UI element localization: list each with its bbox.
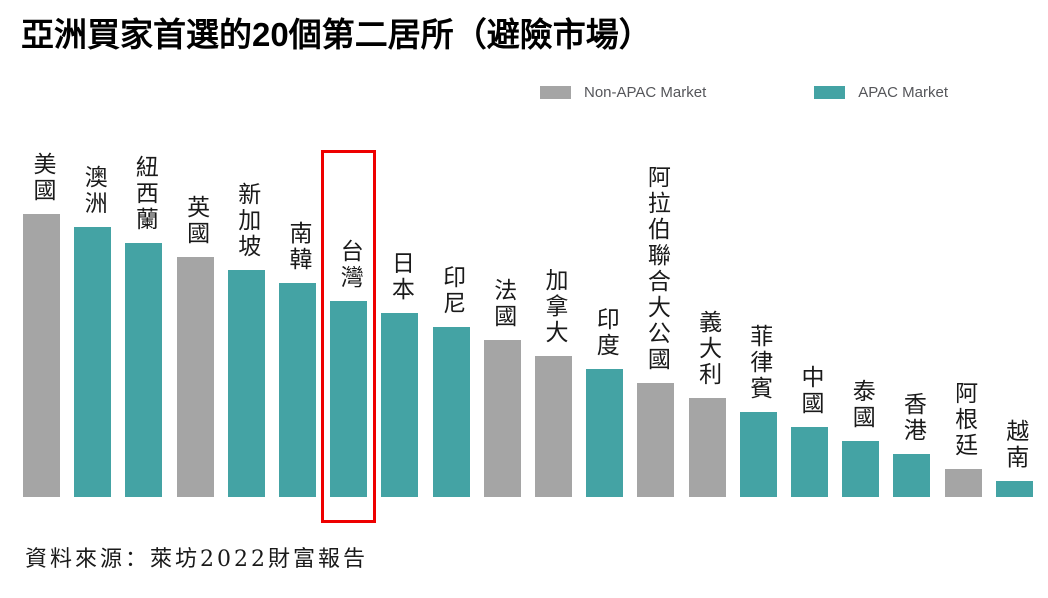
bar-italy	[688, 398, 726, 497]
bar-label-uk: 英國	[182, 195, 209, 247]
bar-label-canada: 加拿大	[541, 268, 567, 346]
bar-argentina	[944, 469, 982, 497]
bar-label-india: 印度	[592, 307, 619, 359]
bar-hong-kong	[893, 454, 931, 497]
legend: Non-APAC Market APAC Market	[540, 84, 948, 101]
bar-philippines	[739, 412, 777, 497]
source-note: 資料來源：萊坊2022財富報告	[25, 547, 368, 572]
legend-label-non-apac: Non-APAC Market	[584, 84, 707, 101]
legend-label-apac: APAC Market	[858, 84, 949, 101]
legend-item-non-apac: Non-APAC Market	[540, 84, 706, 101]
bar-label-hong-kong: 香港	[899, 392, 926, 444]
bar-china	[791, 427, 828, 497]
bar-taiwan	[330, 301, 368, 497]
bar-label-vietnam: 越南	[1001, 419, 1028, 471]
bar-france	[483, 340, 521, 497]
bar-label-singapore: 新加坡	[233, 182, 260, 260]
bar-label-usa: 美國	[29, 152, 55, 204]
bar-label-south-korea: 南韓	[285, 221, 311, 273]
chart-title: 亞洲買家首選的20個第二居所（避險市場）	[21, 16, 652, 53]
bar-label-indonesia: 印尼	[438, 265, 465, 317]
bar-japan	[381, 313, 419, 497]
bar-south-korea	[279, 283, 316, 497]
bar-thailand	[842, 441, 880, 497]
bar-label-france: 法國	[489, 278, 516, 330]
bar-india	[586, 369, 624, 497]
bar-label-china: 中國	[797, 365, 823, 417]
bar-label-philippines: 菲律賓	[745, 324, 772, 402]
bar-uae	[637, 383, 675, 497]
bar-new-zealand	[125, 243, 163, 497]
non-apac-swatch-icon	[540, 86, 571, 99]
bar-label-australia: 澳洲	[80, 165, 107, 217]
bar-label-italy: 義大利	[694, 310, 721, 388]
taiwan-highlight-box	[321, 150, 377, 523]
bar-usa	[23, 214, 60, 497]
bar-label-taiwan: 台灣	[336, 239, 363, 291]
apac-swatch-icon	[814, 86, 846, 99]
bar-label-new-zealand: 紐西蘭	[131, 155, 158, 233]
bar-australia	[74, 227, 112, 497]
bar-indonesia	[432, 327, 470, 497]
bar-label-thailand: 泰國	[848, 379, 875, 431]
bar-canada	[535, 356, 572, 497]
bar-singapore	[227, 270, 265, 497]
legend-item-apac: APAC Market	[814, 84, 948, 101]
bar-uk	[176, 257, 214, 497]
bar-label-japan: 日本	[387, 251, 414, 303]
bar-vietnam	[995, 481, 1033, 497]
bar-label-argentina: 阿根廷	[950, 381, 977, 459]
bar-label-uae: 阿拉伯聯合大公國	[643, 165, 670, 373]
